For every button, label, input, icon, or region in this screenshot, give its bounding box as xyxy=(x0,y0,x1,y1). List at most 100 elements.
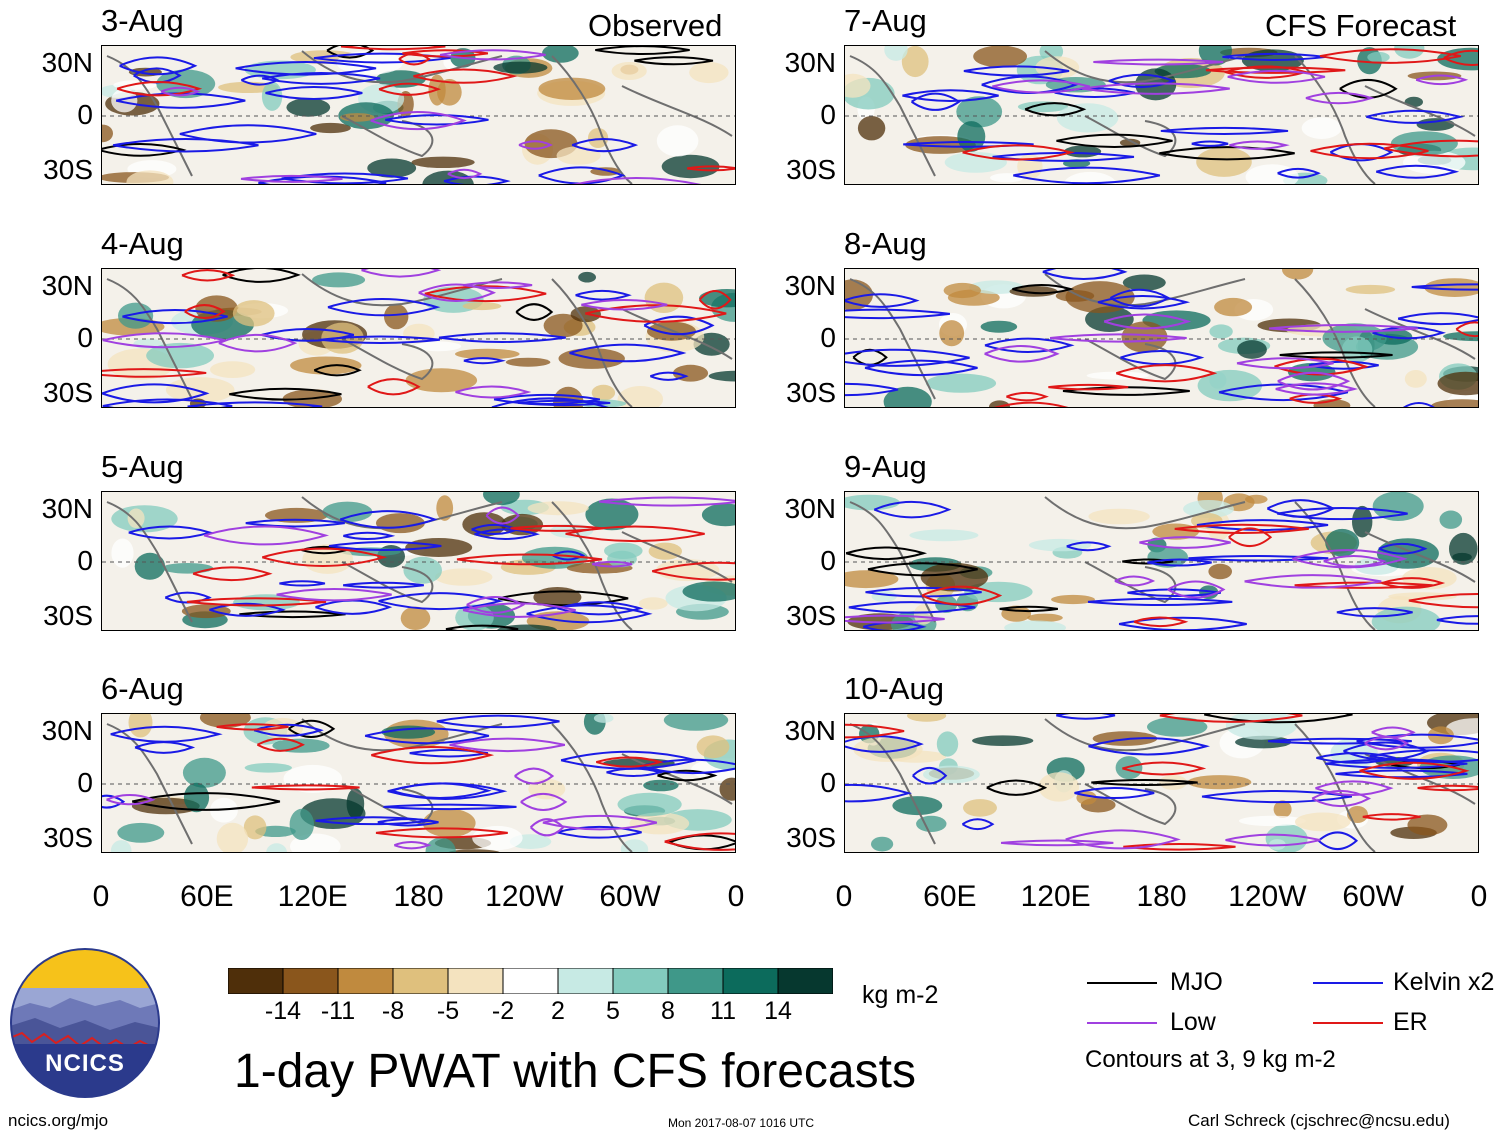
wave-contour xyxy=(865,586,982,598)
wave-contour xyxy=(1343,741,1431,761)
pwat-anomaly-shade xyxy=(857,116,886,141)
pwat-anomaly-shade xyxy=(963,799,997,817)
wave-contour xyxy=(1366,109,1465,124)
legend-line-swatch xyxy=(1313,1022,1383,1024)
pwat-anomaly-shade xyxy=(414,341,462,352)
pwat-anomaly-shade xyxy=(617,792,682,816)
longitude-label: 180 xyxy=(393,880,444,913)
wave-contour xyxy=(1081,82,1230,95)
pwat-anomaly-shade xyxy=(916,815,947,832)
wave-contour xyxy=(181,269,236,282)
pwat-map-panel xyxy=(101,713,736,853)
pwat-anomaly-shade xyxy=(425,837,456,852)
wave-contour xyxy=(1316,752,1396,764)
colorbar-swatch xyxy=(777,967,834,995)
pwat-anomaly-shade xyxy=(346,788,365,820)
longitude-label: 60E xyxy=(180,880,234,913)
pwat-anomaly-shade xyxy=(483,492,520,506)
pwat-anomaly-shade xyxy=(542,46,579,63)
wave-contour xyxy=(1228,527,1273,548)
coastline xyxy=(551,55,633,184)
wave-contour xyxy=(1056,133,1173,148)
pwat-anomaly-shade xyxy=(422,808,476,838)
pwat-anomaly-shade xyxy=(128,714,153,738)
pwat-anomaly-shade xyxy=(1208,563,1232,580)
wave-contour xyxy=(1275,382,1359,396)
wave-contour xyxy=(599,496,735,507)
pwat-anomaly-shade xyxy=(1295,812,1351,832)
latitude-label: 0 xyxy=(77,545,93,576)
wave-contour xyxy=(216,723,289,731)
longitude-label: 120E xyxy=(277,880,348,913)
wave-contour xyxy=(1091,778,1198,787)
wave-contour xyxy=(371,745,495,765)
panel-date-label: 7-Aug xyxy=(844,3,927,38)
wave-contour xyxy=(385,114,489,126)
pwat-anomaly-shade xyxy=(1119,138,1141,147)
wave-contour xyxy=(378,592,504,611)
wave-contour xyxy=(393,841,432,850)
pwat-anomaly-shade xyxy=(1238,815,1306,827)
pwat-anomaly-shade xyxy=(845,570,899,589)
legend-line-swatch xyxy=(1087,1022,1157,1024)
coastline xyxy=(1044,273,1246,307)
pwat-anomaly-shade xyxy=(384,303,409,330)
pwat-anomaly-shade xyxy=(1004,620,1066,630)
wave-contour xyxy=(1315,780,1394,796)
pwat-anomaly-shade xyxy=(1404,370,1427,388)
pwat-anomaly-shade xyxy=(682,581,735,602)
coastline xyxy=(301,50,503,84)
pwat-anomaly-shade xyxy=(663,714,729,731)
wave-contour xyxy=(1103,313,1192,330)
pwat-anomaly-shade xyxy=(1394,46,1425,59)
pwat-anomaly-shade xyxy=(1038,772,1080,802)
pwat-anomaly-shade xyxy=(689,61,729,84)
wave-contour xyxy=(514,767,555,785)
wave-contour xyxy=(845,546,928,561)
coastline xyxy=(621,753,733,805)
wave-contour xyxy=(569,343,687,363)
wave-contour xyxy=(1417,784,1478,792)
wave-contour xyxy=(698,290,732,310)
wave-contour xyxy=(845,293,920,308)
pwat-anomaly-shade xyxy=(538,77,606,100)
pwat-anomaly-shade xyxy=(244,763,292,773)
wave-contour xyxy=(606,767,665,777)
latitude-label: 30S xyxy=(786,154,836,185)
wave-contour xyxy=(474,528,540,540)
pwat-anomaly-shade xyxy=(1431,399,1478,407)
pwat-anomaly-shade xyxy=(1352,505,1373,538)
legend-label: Kelvin x2 xyxy=(1393,968,1495,996)
wave-contour xyxy=(1062,386,1190,396)
wave-contour xyxy=(1024,102,1087,117)
wave-contour xyxy=(340,46,446,51)
footer-timestamp: Mon 2017-08-07 1016 UTC xyxy=(668,1116,815,1130)
wave-contour xyxy=(1369,749,1478,763)
wave-contour xyxy=(240,74,280,86)
pwat-anomaly-shade xyxy=(661,154,720,179)
wave-contour xyxy=(328,540,442,551)
pwat-anomaly-shade xyxy=(436,495,454,521)
pwat-anomaly-shade xyxy=(165,377,235,403)
map-field xyxy=(845,492,1478,630)
latitude-label: 0 xyxy=(77,99,93,130)
pwat-anomaly-shade xyxy=(1051,594,1095,605)
longitude-label: 120W xyxy=(1228,880,1307,913)
pwat-anomaly-shade xyxy=(853,736,923,762)
wave-contour xyxy=(1356,733,1478,749)
pwat-anomaly-shade xyxy=(146,342,214,369)
wave-contour xyxy=(1268,324,1418,333)
colorbar-tick-label: 5 xyxy=(606,997,620,1025)
wave-contour xyxy=(313,52,451,64)
wave-contour xyxy=(1139,536,1231,549)
footer-url[interactable]: ncics.org/mjo xyxy=(8,1111,109,1130)
pwat-anomaly-shade xyxy=(607,550,637,568)
wave-contour xyxy=(515,303,554,321)
wave-contour xyxy=(845,382,899,397)
wave-contour xyxy=(229,387,342,401)
pwat-anomaly-shade xyxy=(593,714,614,723)
wave-contour xyxy=(961,818,995,831)
pwat-anomaly-shade xyxy=(1424,278,1478,297)
wave-contour xyxy=(491,397,609,407)
latitude-label: 0 xyxy=(820,767,836,798)
